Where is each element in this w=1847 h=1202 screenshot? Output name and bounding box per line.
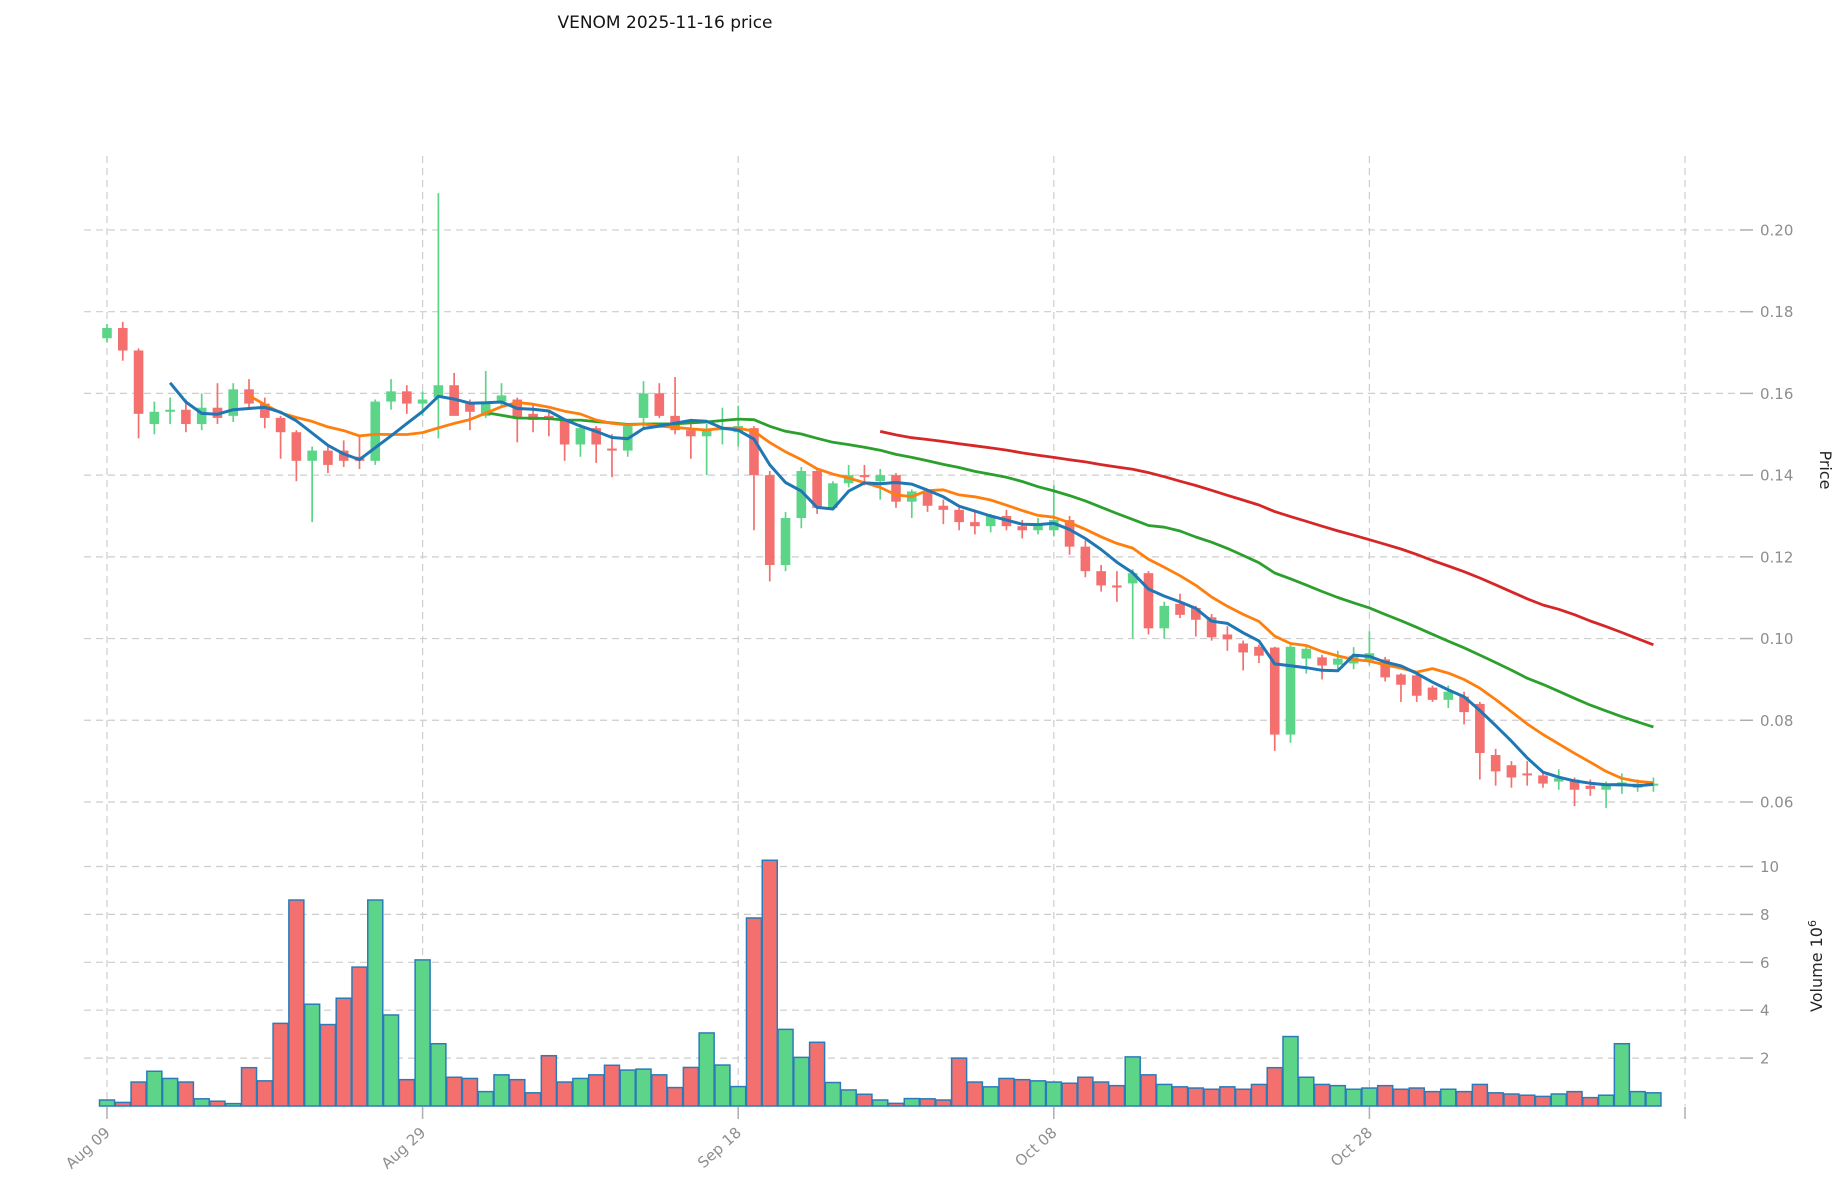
svg-text:Oct 08: Oct 08 [1011, 1124, 1060, 1171]
svg-text:4: 4 [1760, 1002, 1770, 1020]
volume-tick-labels: 2 4 6 8 10 [1760, 858, 1779, 1068]
svg-text:Sep 18: Sep 18 [694, 1124, 745, 1172]
svg-text:0.16: 0.16 [1760, 385, 1793, 403]
date-tick-labels: Aug 09 Aug 29 Sep 18 Oct 08 Oct 28 [62, 1124, 1376, 1173]
ma50-line [879, 430, 1654, 647]
axis-tick-marks [106, 229, 1753, 1119]
svg-text:Oct 28: Oct 28 [1327, 1124, 1376, 1171]
svg-text:0.20: 0.20 [1760, 221, 1793, 239]
volume-bars [98, 859, 1662, 1107]
candle-wicks [106, 193, 1655, 809]
svg-text:0.12: 0.12 [1760, 548, 1793, 566]
ma10-line [248, 394, 1654, 785]
svg-text:0.10: 0.10 [1760, 630, 1793, 648]
svg-text:Aug 29: Aug 29 [378, 1124, 430, 1173]
ma5-line [168, 381, 1654, 788]
svg-text:0.08: 0.08 [1760, 712, 1793, 730]
price-tick-labels: 0.06 0.08 0.10 0.12 0.14 0.16 0.18 0.20 [1760, 221, 1793, 811]
svg-text:6: 6 [1760, 954, 1770, 972]
svg-text:0.14: 0.14 [1760, 467, 1793, 485]
svg-text:2: 2 [1760, 1050, 1770, 1068]
svg-text:10: 10 [1760, 858, 1779, 876]
svg-text:Volume 106: Volume 106 [1806, 920, 1826, 1012]
svg-text:0.18: 0.18 [1760, 303, 1793, 321]
gridlines [84, 156, 1740, 1106]
chart-title: VENOM 2025-11-16 price [557, 13, 772, 33]
svg-text:Price: Price [1816, 450, 1835, 489]
svg-text:Aug 09: Aug 09 [62, 1124, 114, 1173]
svg-text:0.06: 0.06 [1760, 794, 1793, 812]
axis-titles: Price Volume 106 [1806, 450, 1835, 1011]
svg-text:8: 8 [1760, 906, 1770, 924]
